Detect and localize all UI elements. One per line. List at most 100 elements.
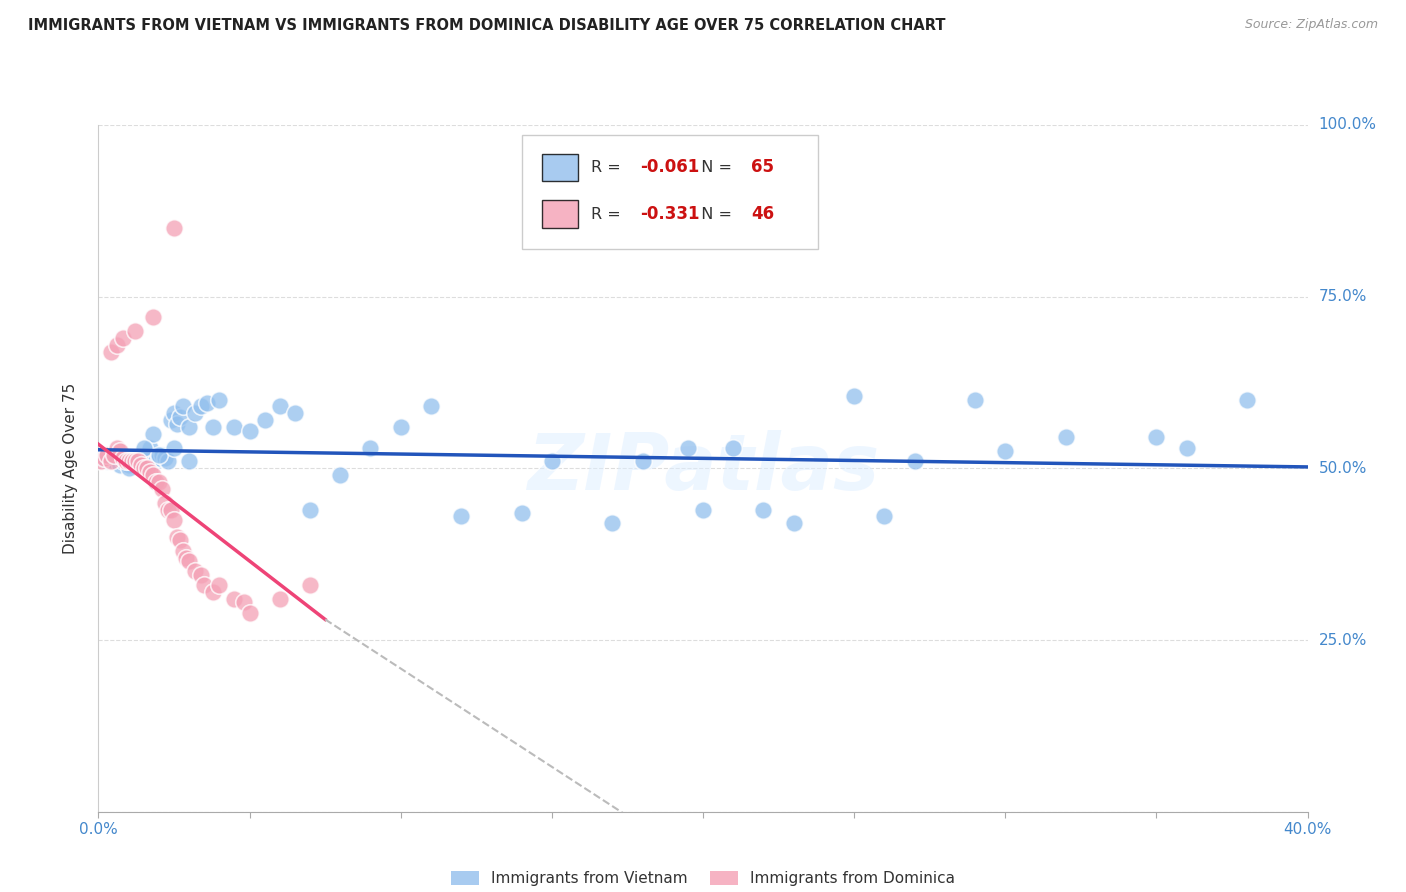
Point <box>1144 430 1167 444</box>
Point <box>177 420 201 434</box>
Y-axis label: Disability Age Over 75: Disability Age Over 75 <box>63 383 77 554</box>
Point <box>195 396 218 410</box>
Text: ZIPatlas: ZIPatlas <box>527 430 879 507</box>
Point <box>127 450 149 465</box>
Point <box>190 400 212 414</box>
Point <box>208 392 231 407</box>
Point <box>389 420 412 434</box>
Text: N =: N = <box>690 207 737 222</box>
Text: N =: N = <box>690 160 737 175</box>
Point <box>190 567 212 582</box>
Point <box>329 468 352 483</box>
Point <box>994 444 1017 458</box>
Text: 75.0%: 75.0% <box>1319 289 1367 304</box>
Point <box>163 441 186 455</box>
Point <box>232 595 254 609</box>
Point <box>752 502 775 516</box>
Point <box>111 331 134 345</box>
Point <box>844 389 866 403</box>
Point <box>153 495 176 509</box>
Point <box>904 454 927 468</box>
Point <box>93 450 115 465</box>
Point <box>299 502 322 516</box>
Point <box>111 450 134 465</box>
Point <box>135 454 157 468</box>
Point <box>145 454 167 468</box>
Point <box>148 475 170 489</box>
Point <box>510 506 533 520</box>
Point <box>163 513 186 527</box>
Point <box>100 344 122 359</box>
Point <box>202 585 225 599</box>
Point <box>676 441 699 455</box>
Point <box>118 461 141 475</box>
Point <box>156 454 179 468</box>
Text: 100.0%: 100.0% <box>1319 118 1376 132</box>
Point <box>540 454 562 468</box>
Point <box>132 454 155 468</box>
Point <box>150 482 173 496</box>
Point <box>166 417 188 431</box>
Point <box>103 454 125 468</box>
Point <box>129 458 152 472</box>
Point <box>177 554 201 568</box>
Point <box>153 450 176 465</box>
Point <box>299 578 322 592</box>
Text: R =: R = <box>591 207 626 222</box>
Point <box>139 465 162 479</box>
Point <box>124 454 146 468</box>
Point <box>96 454 118 468</box>
Point <box>965 392 987 407</box>
Point <box>150 448 173 462</box>
Point <box>1175 441 1198 455</box>
Point <box>172 543 194 558</box>
Point <box>105 337 128 351</box>
Point <box>174 550 197 565</box>
Point <box>114 454 136 468</box>
Point <box>118 458 141 472</box>
Text: Source: ZipAtlas.com: Source: ZipAtlas.com <box>1244 18 1378 31</box>
Point <box>419 400 441 414</box>
Point <box>184 565 207 579</box>
Point <box>121 454 143 468</box>
Point <box>139 441 162 455</box>
Point <box>118 454 141 468</box>
Point <box>721 441 744 455</box>
Point <box>160 413 183 427</box>
Legend: Immigrants from Vietnam, Immigrants from Dominica: Immigrants from Vietnam, Immigrants from… <box>451 871 955 886</box>
Point <box>360 441 382 455</box>
Point <box>132 441 155 455</box>
Point <box>284 406 307 420</box>
Point <box>156 502 179 516</box>
FancyBboxPatch shape <box>543 201 578 228</box>
Point <box>253 413 276 427</box>
Point <box>111 454 134 468</box>
Point <box>782 516 804 531</box>
Point <box>224 591 246 606</box>
Point <box>121 454 143 468</box>
Point <box>160 502 183 516</box>
Point <box>177 454 201 468</box>
Point <box>269 591 291 606</box>
Point <box>692 502 714 516</box>
Point <box>148 448 170 462</box>
Point <box>108 458 131 472</box>
Point <box>873 509 896 524</box>
Point <box>100 454 122 468</box>
Point <box>202 420 225 434</box>
Point <box>129 450 152 465</box>
Text: R =: R = <box>591 160 626 175</box>
Point <box>184 406 207 420</box>
Text: 50.0%: 50.0% <box>1319 461 1367 475</box>
Text: -0.061: -0.061 <box>640 159 699 177</box>
Point <box>450 509 472 524</box>
Point <box>142 468 165 483</box>
Point <box>148 450 170 465</box>
Text: 25.0%: 25.0% <box>1319 632 1367 648</box>
FancyBboxPatch shape <box>522 136 818 249</box>
FancyBboxPatch shape <box>543 153 578 181</box>
Text: 65: 65 <box>751 159 775 177</box>
Point <box>269 400 291 414</box>
Point <box>127 454 149 468</box>
Point <box>135 461 157 475</box>
